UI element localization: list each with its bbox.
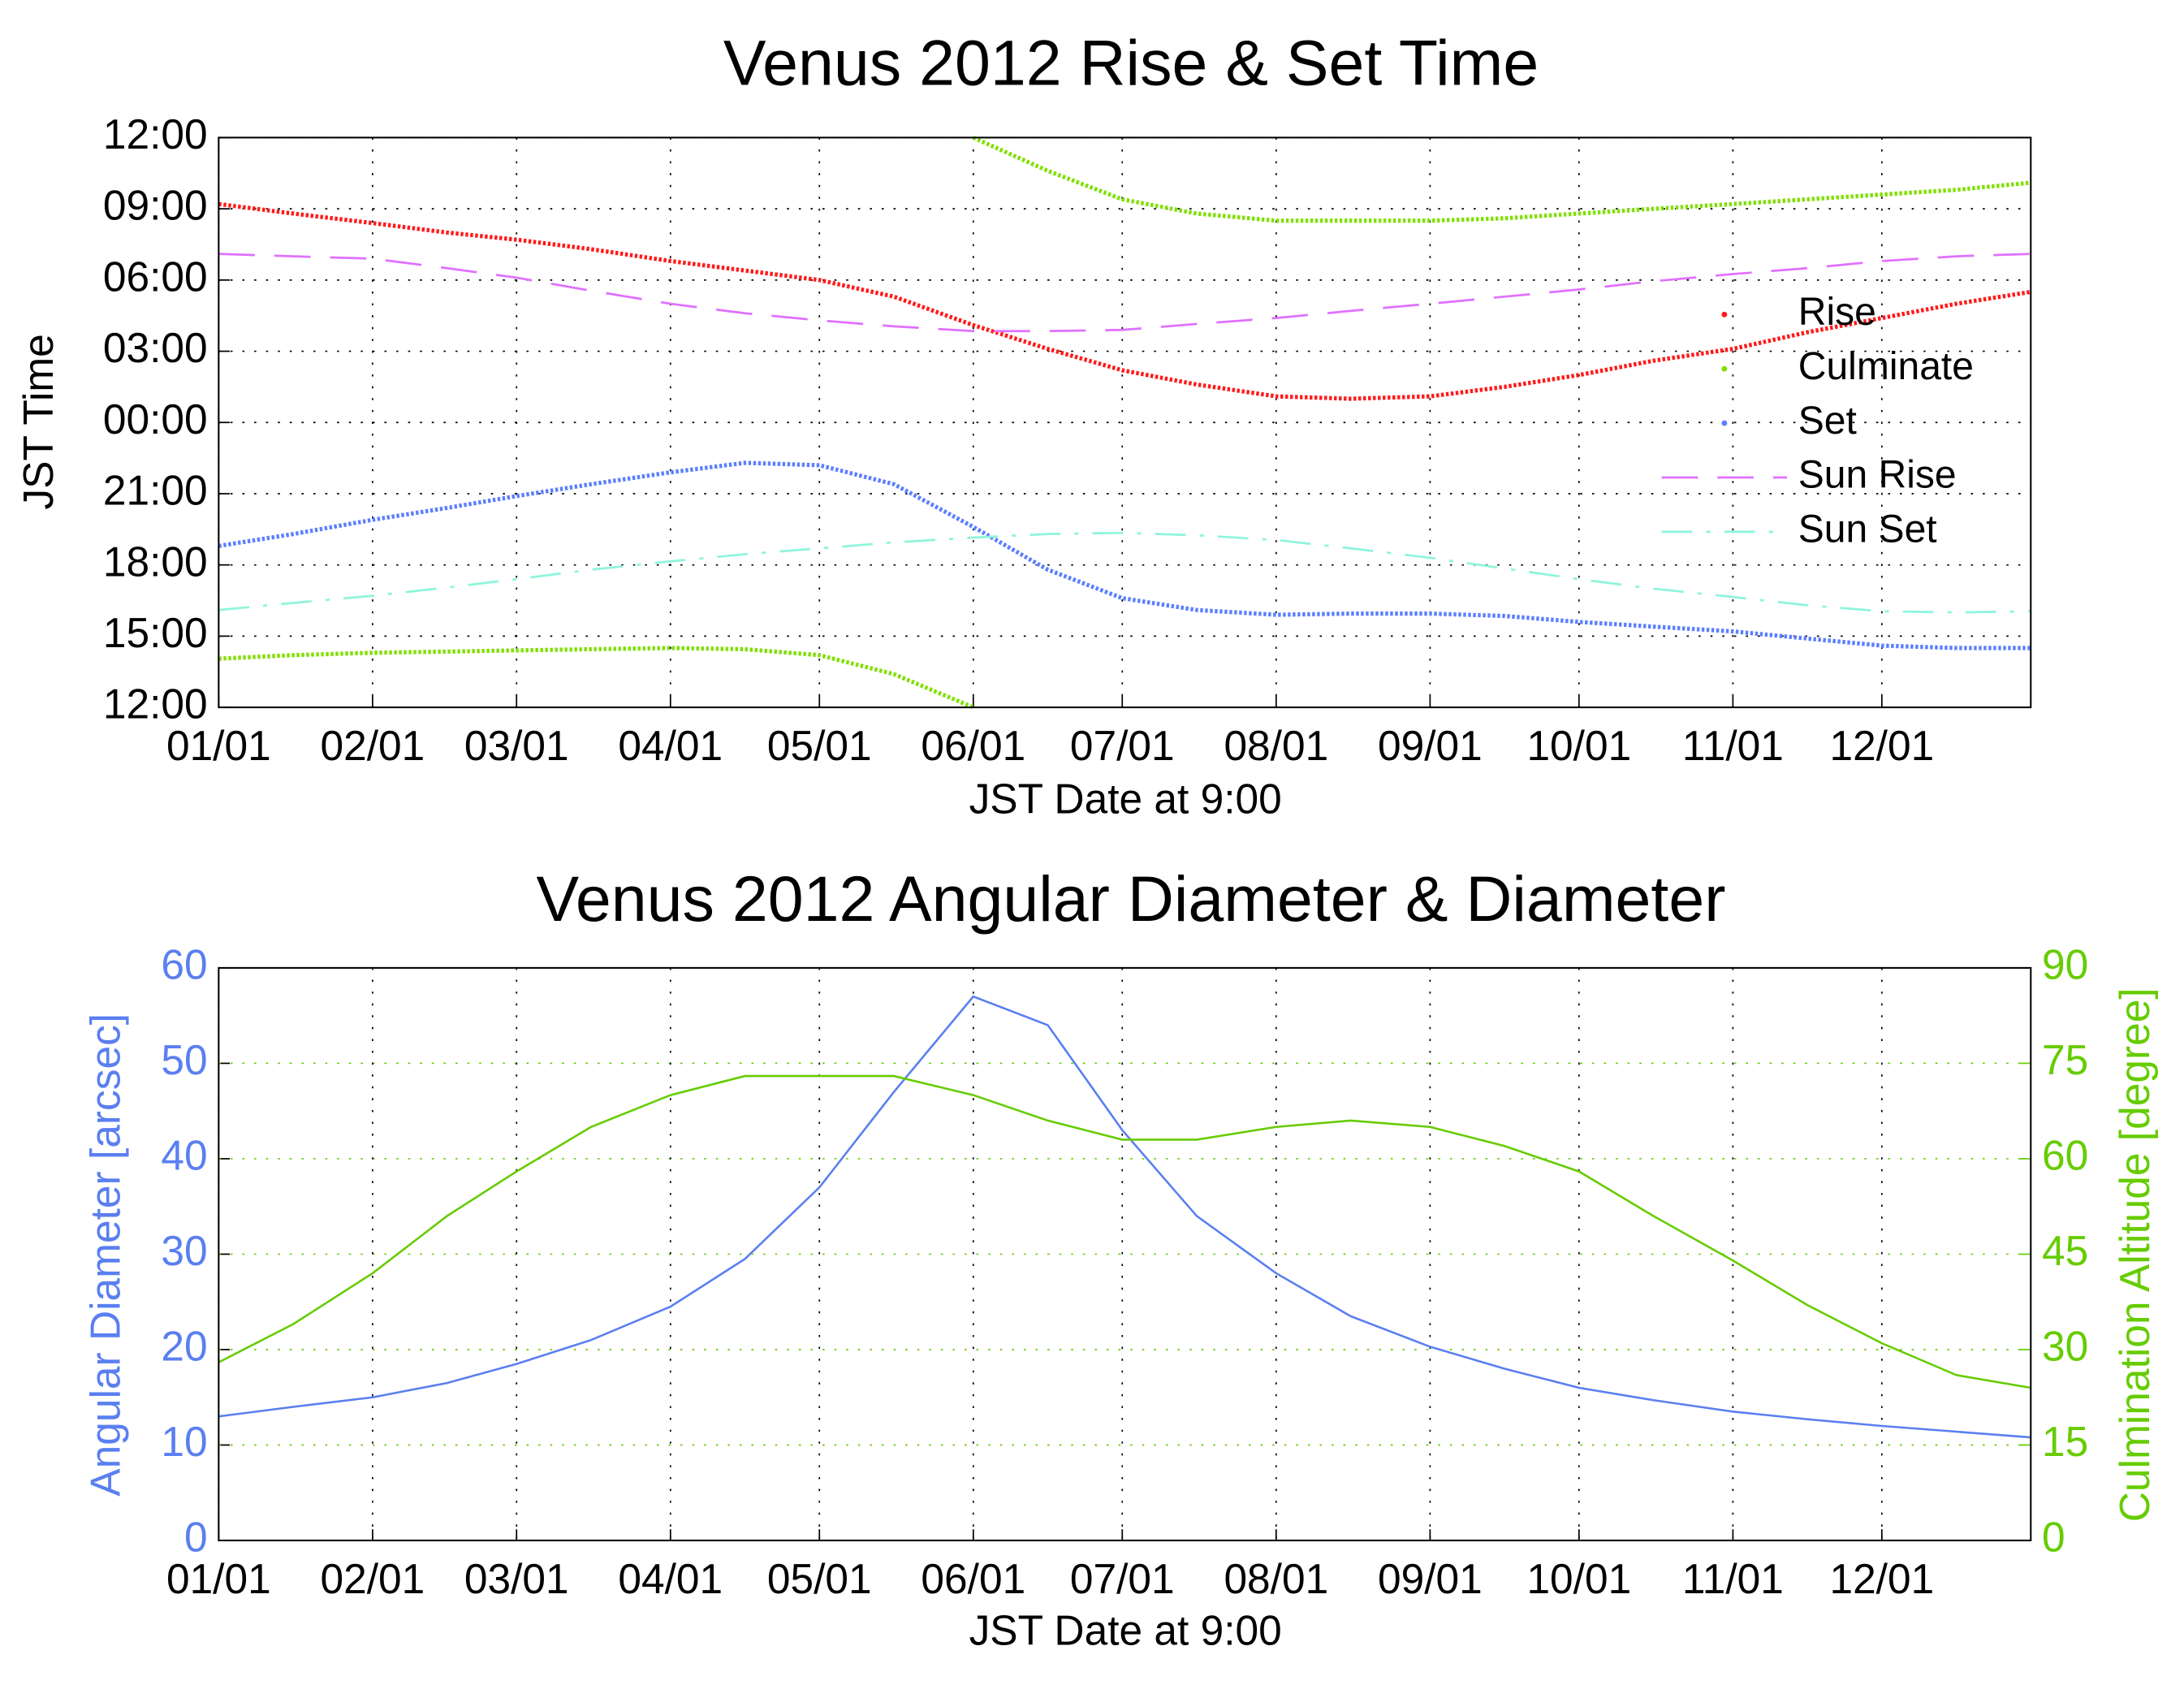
y2-tick-label: 60 [2042,1132,2088,1179]
y-axis-label: JST Time [15,334,62,509]
x-tick-label: 03/01 [464,722,569,769]
series-line [218,201,2031,401]
series-line [218,995,2031,1439]
series-line [218,460,2031,650]
plot-frame [218,136,2032,709]
x-tick-label: 10/01 [1526,1555,1631,1602]
x-tick-label: 10/01 [1526,722,1631,769]
x-axis-label: JST Date at 9:00 [969,775,1282,822]
legend-label: Culminate [1798,345,1974,388]
y-tick-label: 18:00 [103,538,208,585]
y2-axis-label: Culmination Altitude [degree] [2111,987,2158,1522]
y2-tick-label: 75 [2042,1036,2088,1083]
y2-tick-label: 90 [2042,940,2088,987]
series-line [218,136,2031,710]
y-tick-label: 03:00 [103,324,208,371]
y-tick-label: 50 [161,1036,207,1083]
x-tick-label: 08/01 [1224,722,1328,769]
x-tick-label: 07/01 [1070,722,1175,769]
x-tick-label: 04/01 [618,722,723,769]
y2-tick-label: 15 [2042,1418,2088,1465]
y-tick-label: 40 [161,1132,207,1179]
y-tick-label: 10 [161,1418,207,1465]
x-tick-label: 04/01 [618,1555,723,1602]
x-tick-label: 07/01 [1070,1555,1175,1602]
y-tick-label: 30 [161,1227,207,1274]
x-tick-label: 09/01 [1378,1555,1483,1602]
x-tick-label: 01/01 [166,722,271,769]
y2-tick-label: 0 [2042,1514,2065,1561]
series-line [218,1074,2031,1389]
x-tick-label: 11/01 [1682,722,1784,769]
y-tick-label: 21:00 [103,467,208,514]
x-tick-label: 08/01 [1224,1555,1328,1602]
legend-marker [1721,365,1728,372]
legend-label: Sun Rise [1798,454,1957,497]
legend-marker [1721,420,1728,426]
legend-label: Set [1798,400,1857,443]
x-tick-label: 11/01 [1682,1555,1784,1602]
y-tick-label: 12:00 [103,680,208,728]
x-tick-label: 06/01 [921,1555,1025,1602]
x-axis-label: JST Date at 9:00 [969,1607,1282,1654]
x-tick-label: 12/01 [1829,1555,1934,1602]
y-axis-label: Angular Diameter [arcsec] [81,1013,128,1497]
x-tick-label: 06/01 [921,722,1025,769]
legend-label: Sun Set [1798,508,1937,551]
y-tick-label: 00:00 [103,395,208,443]
x-tick-label: 09/01 [1378,722,1483,769]
x-tick-label: 03/01 [464,1555,569,1602]
y2-tick-label: 30 [2042,1323,2088,1370]
x-tick-label: 02/01 [321,722,425,769]
series-line [218,531,2031,614]
y-tick-label: 20 [161,1323,207,1370]
y2-tick-label: 45 [2042,1227,2088,1274]
y-tick-label: 60 [161,940,207,987]
y-tick-label: 0 [184,1514,208,1561]
y-tick-label: 09:00 [103,182,208,229]
x-tick-label: 05/01 [767,1555,872,1602]
y-tick-label: 06:00 [103,253,208,300]
x-tick-label: 12/01 [1829,722,1934,769]
x-tick-label: 02/01 [321,1555,425,1602]
y-tick-label: 15:00 [103,609,208,656]
chart-title: Venus 2012 Rise & Set Time [723,27,1539,98]
legend-label: Rise [1798,291,1876,334]
plot-frame [218,966,2032,1542]
y-tick-label: 12:00 [103,110,208,158]
x-tick-label: 01/01 [166,1555,271,1602]
x-tick-label: 05/01 [767,722,872,769]
chart-title: Venus 2012 Angular Diameter & Diameter [537,863,1726,935]
legend-marker [1721,311,1728,318]
series-line [218,253,2031,333]
